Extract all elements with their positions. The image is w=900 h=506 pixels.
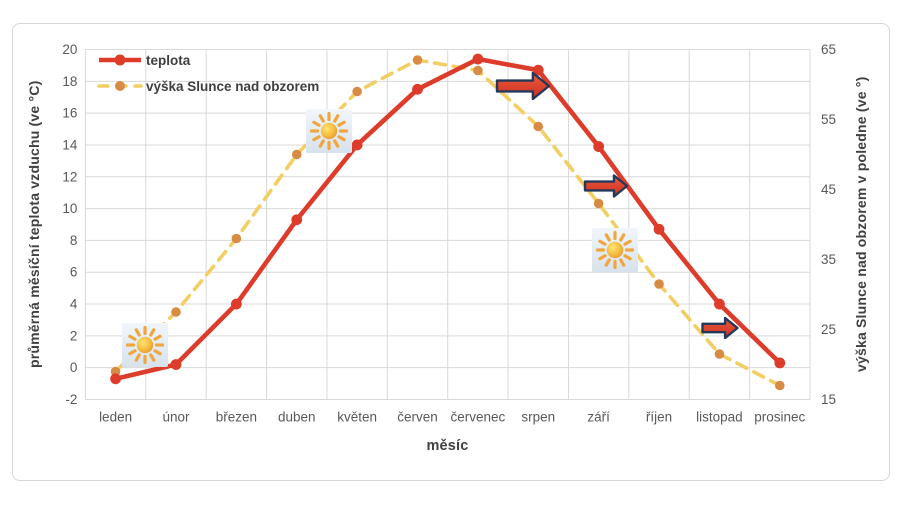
legend-dashed-line-sample (97, 81, 143, 91)
series-line (113, 58, 782, 388)
series-temperature (110, 53, 786, 385)
legend-label-teplota: teplota (146, 52, 191, 68)
month-tick-label: červenec (451, 410, 506, 425)
data-point-marker (533, 121, 544, 132)
data-point-marker (351, 139, 363, 151)
right-tick-label: 25 (821, 322, 836, 337)
sun-icon (306, 109, 352, 153)
data-point-marker (412, 55, 423, 65)
data-point-marker (653, 223, 665, 235)
right-tick-label: 55 (821, 112, 836, 127)
left-tick-label: 12 (62, 169, 77, 184)
left-tick-label: 4 (70, 297, 78, 312)
right-arrow-icon (583, 174, 629, 198)
month-tick-label: prosinec (754, 410, 805, 425)
month-tick-label: říjen (646, 410, 672, 425)
data-point-marker (170, 359, 182, 370)
left-tick-label: 6 (70, 265, 78, 280)
month-tick-label: září (587, 410, 610, 425)
data-point-marker (110, 373, 121, 385)
month-tick-label: listopad (696, 410, 743, 425)
data-point-marker (593, 141, 605, 152)
left-tick-label: 0 (70, 360, 78, 375)
data-point-marker (775, 380, 785, 391)
left-axis-title: průměrná měsíční teplota vzduchu (ve °C) (26, 80, 42, 369)
data-point-marker (714, 298, 725, 310)
x-axis-title: měsíc (426, 438, 469, 454)
data-point-marker (654, 279, 664, 289)
month-tick-label: květen (337, 410, 377, 425)
left-tick-label: 14 (62, 137, 78, 152)
month-tick-label: únor (162, 410, 190, 425)
data-point-marker (171, 307, 181, 317)
data-point-marker (110, 366, 121, 377)
data-point-marker (230, 298, 242, 310)
data-point-marker (714, 349, 725, 359)
data-point-marker (473, 65, 483, 76)
sun-icon (592, 228, 638, 272)
left-tick-label: 8 (70, 233, 78, 248)
legend-item-teplota: teplota (97, 47, 319, 73)
annotations (122, 71, 739, 367)
legend: teplota výška Slunce nad obzorem (97, 47, 319, 99)
data-point-marker (532, 64, 544, 76)
data-series (110, 53, 786, 391)
series-line (113, 56, 783, 382)
right-arrow-icon (495, 71, 551, 101)
data-point-marker (472, 53, 484, 65)
chart-frame (12, 23, 890, 481)
legend-item-vyska-slunce: výška Slunce nad obzorem (97, 73, 319, 99)
left-tick-label: 10 (62, 201, 77, 216)
right-axis-title: výška Slunce nad obzorem v poledne (ve °… (853, 76, 869, 373)
data-point-marker (291, 214, 303, 226)
month-tick-label: březen (216, 410, 257, 425)
data-point-marker (231, 233, 242, 244)
data-point-marker (352, 86, 362, 97)
series-sun-height (110, 55, 785, 391)
sun-icon (122, 323, 168, 367)
right-arrow-icon (701, 316, 739, 340)
right-tick-label: 45 (821, 182, 836, 197)
month-tick-label: červen (397, 410, 438, 425)
left-tick-label: 2 (70, 328, 78, 343)
data-point-marker (774, 357, 786, 369)
legend-label-vyska-slunce: výška Slunce nad obzorem (146, 78, 320, 94)
data-point-marker (412, 83, 423, 95)
month-tick-label: srpen (521, 410, 555, 425)
right-tick-label: 35 (821, 252, 836, 267)
left-tick-label: 16 (62, 106, 77, 121)
month-tick-label: duben (278, 410, 316, 425)
data-point-marker (291, 149, 302, 160)
right-tick-label: 65 (821, 42, 836, 57)
data-point-marker (593, 198, 604, 209)
left-tick-label: 18 (62, 74, 77, 89)
month-tick-label: leden (99, 410, 132, 425)
left-tick-label: -2 (65, 392, 77, 407)
right-tick-label: 15 (821, 392, 836, 407)
left-tick-label: 20 (62, 42, 77, 57)
legend-solid-line-sample (99, 54, 141, 66)
